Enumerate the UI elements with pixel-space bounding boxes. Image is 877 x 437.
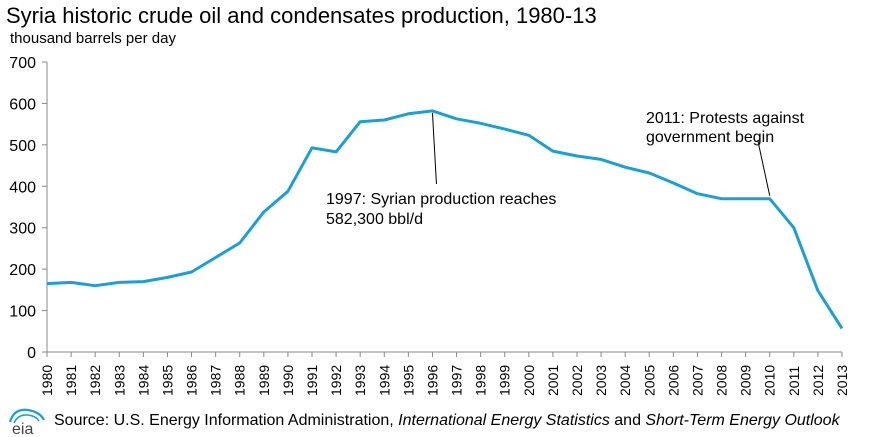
annotation-leader-1997 [431,112,437,185]
x-tick-label: 2011 [786,366,802,396]
x-tick-label: 1981 [63,365,79,396]
x-tick-label: 2004 [617,365,633,396]
logo-text: eia [12,421,33,436]
eia-logo-icon: eia [8,408,45,436]
source-prefix: Source: U.S. Energy Information Administ… [54,412,399,429]
x-tick-label: 2009 [738,365,754,396]
x-tick-label: 1988 [232,365,248,396]
x-tick-label: 1992 [328,365,344,396]
x-tick-label: 1991 [304,365,320,396]
y-tick-label: 0 [27,345,36,362]
x-tick-label: 1982 [87,365,103,396]
annotation-2011-line: 2011: Protests against [646,110,805,127]
x-tick-label: 2007 [689,365,705,396]
source-mid: and [609,412,646,429]
chart-title: Syria historic crude oil and condensates… [6,3,597,28]
x-tick-label: 1996 [424,365,440,396]
y-tick-label: 200 [9,262,36,279]
x-tick-label: 1984 [135,365,151,396]
x-tick-label: 2008 [714,365,730,396]
x-tick-label: 2006 [665,365,681,396]
line-chart: 0 100 200 300 400 500 600 700 1980 1981 1982 1983 19… [9,55,850,396]
y-tick-label: 400 [9,179,36,196]
y-tick-label: 600 [9,96,36,113]
x-tick-label: 2013 [834,365,850,396]
x-tick-label: 1994 [376,365,392,396]
x-tick-label: 2003 [593,365,609,396]
x-tick-label: 1995 [400,365,416,396]
x-tick-label: 1997 [449,365,465,396]
x-tick-label: 1986 [184,365,200,396]
production-series-line [46,109,844,330]
x-tick-label: 2012 [810,365,826,396]
x-tick-label: 1985 [159,365,175,396]
y-tick-label: 700 [9,55,36,72]
x-tick-label: 2010 [762,365,778,396]
x-tick-label: 1999 [497,365,513,396]
x-tick-label: 2001 [545,365,561,396]
source-italic-2: Short-Term Energy Outlook [645,412,840,429]
x-tick-label: 1993 [352,365,368,396]
x-tick-label: 1987 [208,365,224,396]
x-tick-label: 2002 [569,365,585,396]
y-tick-label: 300 [9,221,36,238]
annotation-2011-line: government begin [646,129,774,146]
y-axis-unit-label: thousand barrels per day [10,30,176,47]
annotation-leader-2011 [757,139,771,196]
source-note: Source: U.S. Energy Information Administ… [54,412,840,430]
y-tick-label: 500 [9,138,36,155]
annotation-1997-line: 1997: Syrian production reaches [326,191,556,208]
x-tick-label: 1998 [473,365,489,396]
annotation-1997-line: 582,300 bbl/d [326,211,423,228]
x-tick-label: 1990 [280,365,296,396]
y-tick-label: 100 [9,304,36,321]
x-tick-label: 1980 [39,365,55,396]
x-tick-label: 1983 [111,365,127,396]
x-tick-label: 2005 [641,365,657,396]
source-italic-1: International Energy Statistics [398,412,610,429]
footer: eia Source: U.S. Energy Information Admi… [0,404,877,437]
x-tick-label: 1989 [256,365,272,396]
x-tick-label: 2000 [521,365,537,396]
